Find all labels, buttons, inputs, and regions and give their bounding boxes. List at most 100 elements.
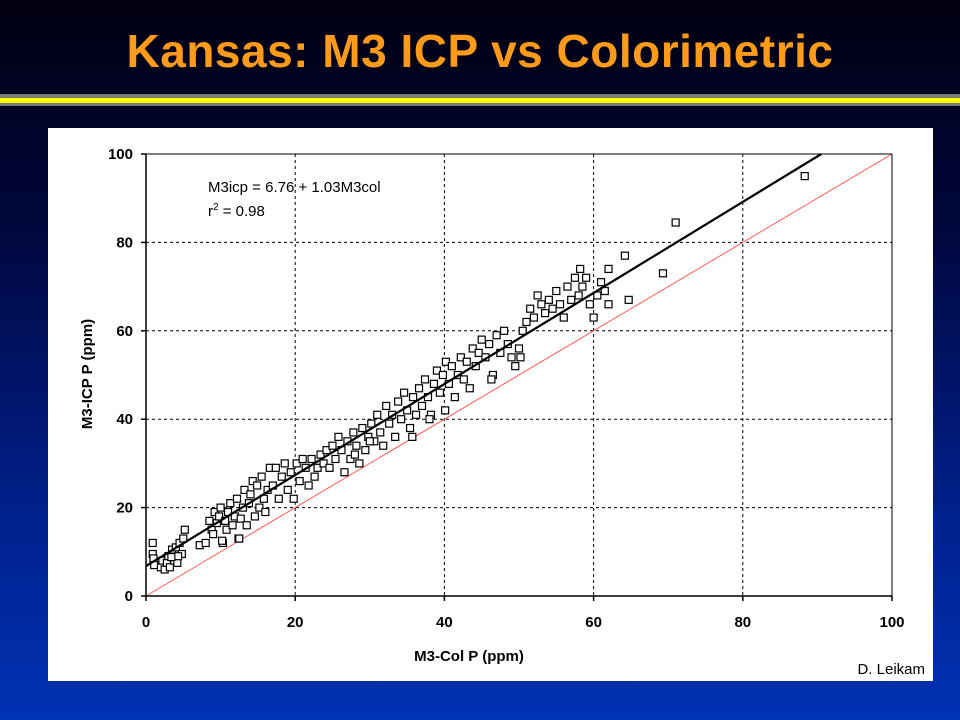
data-point [563, 282, 572, 291]
data-point [165, 563, 174, 572]
data-point [365, 437, 374, 446]
data-point [319, 459, 328, 468]
data-point [367, 419, 376, 428]
data-point [465, 384, 474, 393]
x-tick-label: 60 [585, 614, 602, 631]
data-point [277, 472, 286, 481]
data-point [441, 406, 450, 415]
data-point [295, 476, 304, 486]
data-point [555, 300, 565, 309]
data-point [216, 503, 225, 512]
data-point [358, 423, 367, 433]
data-point [179, 534, 188, 543]
data-point [529, 313, 539, 322]
data-point [253, 481, 262, 490]
data-point [582, 273, 591, 282]
data-point [567, 295, 576, 304]
data-point [432, 366, 442, 375]
y-tick-label: 0 [125, 588, 133, 605]
data-point [215, 512, 224, 521]
data-point [408, 393, 418, 402]
y-tick-label: 40 [116, 411, 133, 428]
data-point [441, 357, 450, 366]
data-point [180, 525, 189, 534]
data-point [217, 536, 227, 545]
data-point [173, 552, 183, 561]
data-point [209, 530, 218, 539]
x-tick-label: 0 [142, 614, 150, 631]
data-point [328, 441, 337, 450]
x-tick-label: 80 [734, 614, 751, 631]
data-point [507, 353, 516, 362]
scatter-chart: 0 20 40 60 80 100 0 20 40 60 80 100 M3icp = 6.76 + … [79, 146, 905, 665]
data-point [391, 432, 400, 441]
data-point [261, 507, 270, 517]
data-point [250, 512, 260, 521]
data-point [283, 485, 292, 495]
r2-label: r [208, 203, 213, 220]
r2-value: = 0.98 [219, 203, 265, 220]
data-point [578, 282, 587, 291]
data-point [518, 326, 527, 335]
data-point [226, 499, 235, 508]
data-point [620, 251, 630, 260]
data-point [514, 344, 524, 353]
x-tick-label: 40 [436, 614, 453, 631]
data-point [355, 459, 364, 468]
data-point [552, 286, 561, 296]
data-point [304, 481, 313, 490]
data-point [376, 428, 385, 437]
data-point [232, 494, 242, 503]
y-tick-label: 20 [116, 500, 133, 517]
data-point [600, 286, 609, 296]
data-point [541, 309, 550, 318]
data-point [222, 525, 231, 534]
data-point [459, 375, 468, 384]
regression-line [145, 153, 822, 568]
chart-panel: 0 20 40 60 80 100 0 20 40 60 80 100 M3icp = 6.76 + … [48, 128, 933, 681]
data-point [292, 459, 301, 468]
data-point [429, 379, 439, 388]
equation-line2: r2 = 0.98 [208, 202, 265, 220]
data-point [671, 218, 680, 227]
data-point [271, 463, 280, 472]
x-tick-label: 20 [287, 614, 304, 631]
data-point [537, 300, 546, 309]
data-point [228, 521, 237, 530]
data-point [316, 450, 325, 459]
data-point [533, 291, 542, 300]
data-point [800, 171, 809, 181]
title-divider-top [0, 94, 960, 98]
data-point [349, 428, 358, 437]
data-point [450, 393, 459, 402]
data-point [492, 331, 501, 340]
data-point [394, 397, 403, 406]
data-point [408, 432, 417, 441]
data-point [456, 353, 465, 362]
equation-line1: M3icp = 6.76 + 1.03M3col [208, 179, 381, 196]
title-divider-accent [0, 98, 960, 103]
r2-superscript: 2 [213, 202, 219, 213]
data-point [361, 446, 370, 455]
data-point [289, 494, 298, 503]
y-tick-label: 80 [116, 234, 133, 251]
x-tick-label: 100 [879, 614, 904, 631]
data-point [487, 375, 496, 384]
y-tick-label: 60 [116, 323, 133, 340]
data-point [499, 326, 509, 335]
data-point [385, 419, 394, 428]
data-point [205, 516, 214, 525]
data-point [167, 553, 176, 562]
data-point [414, 384, 424, 393]
data-point [468, 344, 477, 353]
data-point [246, 490, 255, 499]
data-point [411, 410, 421, 419]
data-point [310, 472, 319, 481]
x-axis-label: M3-Col P (ppm) [414, 648, 524, 665]
data-point [286, 468, 295, 477]
data-point [574, 291, 583, 300]
data-point [604, 264, 613, 274]
data-point [255, 503, 264, 512]
data-point [331, 454, 340, 464]
data-point [405, 423, 415, 433]
